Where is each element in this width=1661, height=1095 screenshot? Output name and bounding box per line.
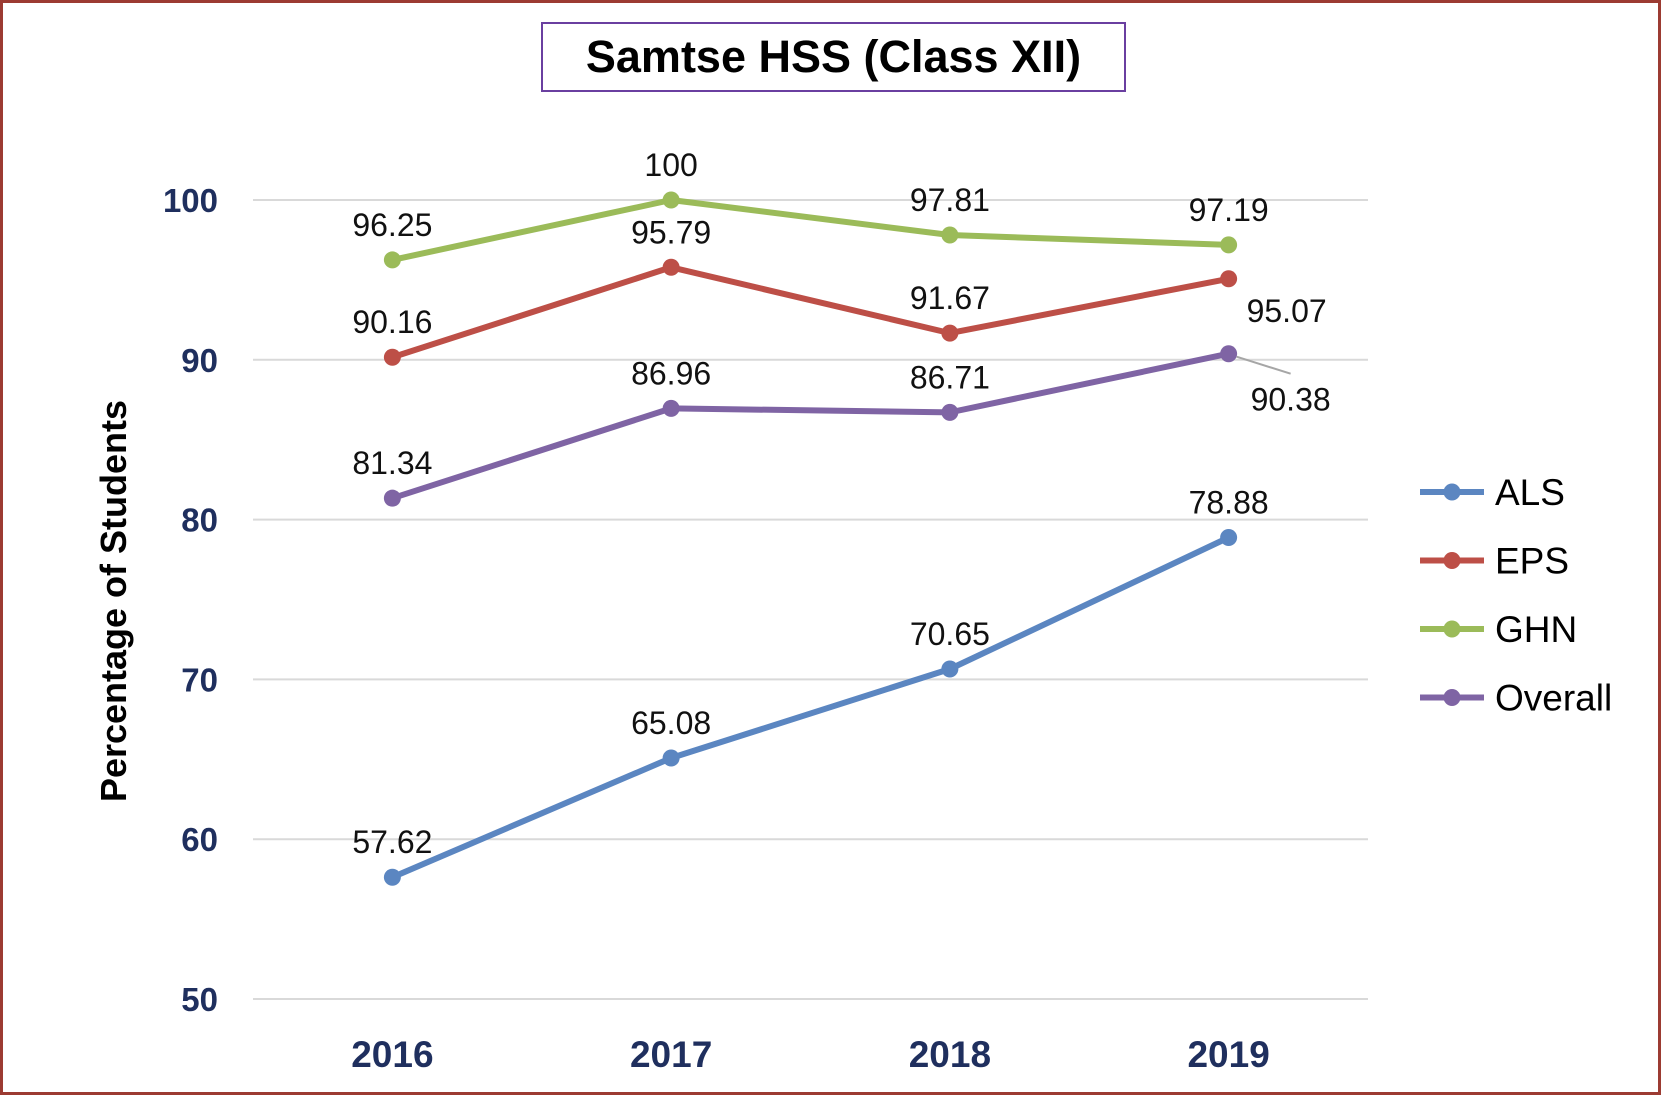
x-tick-label: 2019 — [1187, 1034, 1269, 1075]
data-label-overall: 81.34 — [352, 445, 432, 481]
data-labels: 57.62 65.08 70.65 78.88 90.16 95.79 91.67 95.07… — [352, 147, 1330, 860]
x-axis-ticks: 2016 2017 2018 2019 — [351, 1034, 1270, 1075]
data-label-ghn: 100 — [644, 147, 697, 183]
data-point-ghn — [383, 251, 401, 269]
y-tick-label: 80 — [181, 502, 218, 539]
legend-marker — [1443, 552, 1461, 569]
gridlines — [253, 199, 1368, 1000]
y-axis-label: Percentage of Students — [93, 400, 134, 802]
data-label-eps: 95.79 — [631, 214, 711, 250]
data-point-ghn — [662, 191, 680, 209]
data-label-ghn: 97.81 — [910, 182, 990, 218]
legend-marker — [1443, 483, 1461, 501]
data-point-overall — [941, 403, 959, 421]
y-tick-label: 100 — [163, 182, 218, 219]
series-line-overall — [389, 350, 1232, 502]
legend-label: ALS — [1495, 472, 1565, 513]
data-point-als — [662, 749, 680, 767]
legend-label: EPS — [1495, 541, 1569, 582]
data-label-als: 57.62 — [352, 824, 432, 860]
data-label-eps: 91.67 — [910, 280, 990, 316]
series-line-als — [389, 534, 1232, 881]
y-tick-label: 90 — [181, 342, 218, 379]
data-label-overall: 90.38 — [1251, 382, 1331, 418]
legend-label: Overall — [1495, 678, 1612, 719]
chart-title: Samtse HSS (Class XII) — [541, 22, 1126, 92]
data-label-eps: 90.16 — [352, 304, 432, 340]
series-line-ghn — [389, 197, 1232, 263]
data-point-eps — [1220, 270, 1238, 288]
data-label-als: 65.08 — [631, 705, 711, 741]
data-label-eps: 95.07 — [1247, 293, 1327, 329]
data-point-als — [941, 660, 959, 678]
legend-label: GHN — [1495, 609, 1577, 650]
data-point-ghn — [1220, 236, 1238, 254]
series-line-eps — [389, 264, 1232, 361]
data-point-als — [383, 868, 401, 886]
data-point-overall — [1220, 345, 1238, 363]
data-label-overall: 86.71 — [910, 359, 990, 395]
legend-marker — [1443, 620, 1461, 638]
y-axis-ticks: 50 60 70 80 90 100 — [163, 182, 218, 1018]
data-point-overall — [662, 399, 680, 417]
data-label-ghn: 97.19 — [1189, 192, 1269, 228]
data-point-eps — [383, 348, 401, 366]
data-point-als — [1220, 528, 1238, 546]
data-label-ghn: 96.25 — [352, 207, 432, 243]
data-point-ghn — [941, 226, 959, 244]
data-label-als: 78.88 — [1189, 484, 1269, 520]
y-tick-label: 60 — [181, 821, 218, 858]
data-label-overall: 86.96 — [631, 355, 711, 391]
series-group — [383, 191, 1238, 886]
y-tick-label: 50 — [181, 981, 218, 1018]
legend: ALS EPS GHN Overall — [1420, 472, 1612, 719]
line-chart: 50 60 70 80 90 100 2016 2017 2018 2019 Percentag… — [93, 147, 1612, 1075]
x-tick-label: 2017 — [630, 1034, 712, 1075]
data-label-als: 70.65 — [910, 616, 990, 652]
leader-line — [1236, 355, 1291, 375]
legend-marker — [1443, 689, 1461, 706]
x-tick-label: 2018 — [909, 1034, 991, 1075]
data-point-eps — [662, 258, 680, 276]
y-tick-label: 70 — [181, 661, 218, 698]
data-point-eps — [941, 324, 959, 342]
data-point-overall — [383, 489, 401, 507]
x-tick-label: 2016 — [351, 1034, 433, 1075]
